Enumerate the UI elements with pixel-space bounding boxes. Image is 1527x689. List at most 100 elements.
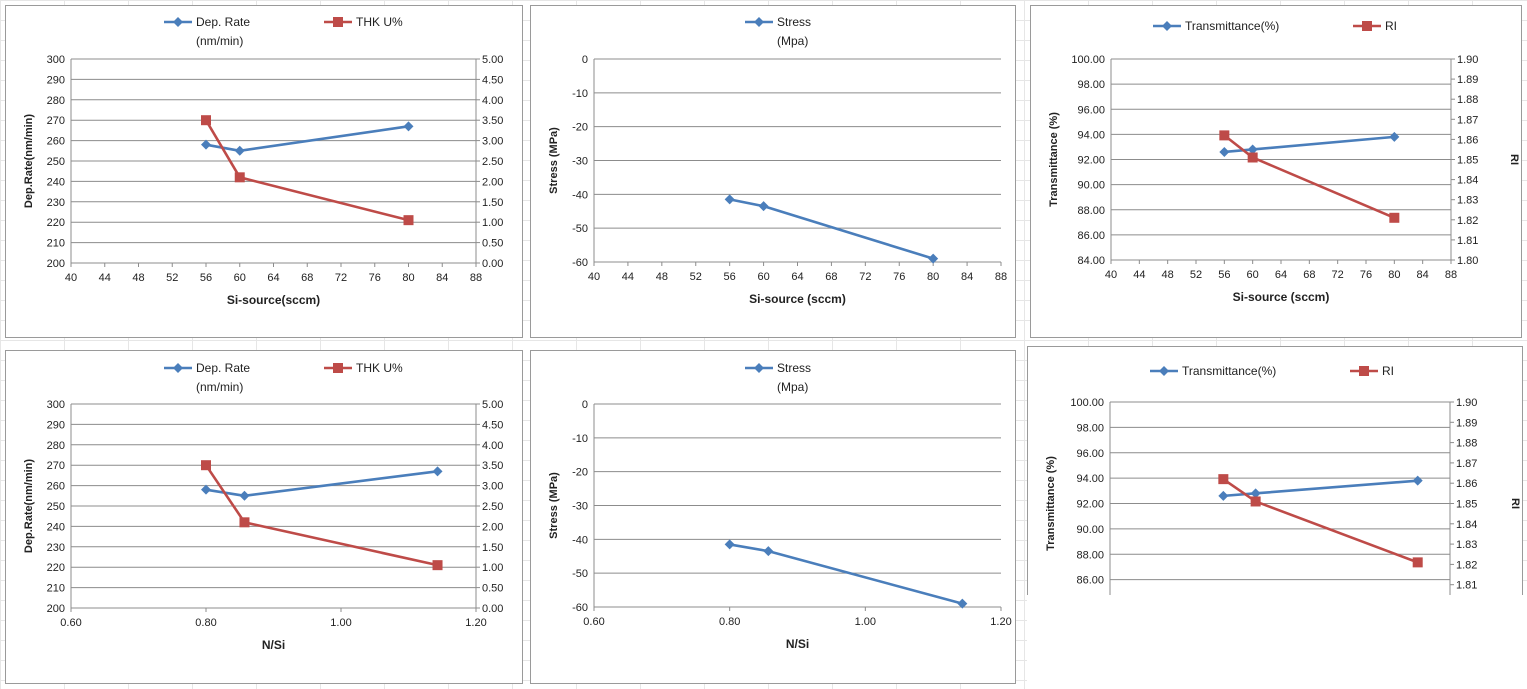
legend-marker xyxy=(1159,366,1169,376)
legend-label: Transmittance(%) xyxy=(1185,19,1279,33)
y-tick-label: 96.00 xyxy=(1076,448,1104,460)
x-tick-label: 0.80 xyxy=(719,616,740,628)
x-tick-label: 40 xyxy=(1105,269,1117,281)
y-tick-label: 230 xyxy=(47,542,65,554)
chart-svg: -60 -50 -40 -30 -20 -10 0 0.60 0.80 1.00 1.20 N/Si S… xyxy=(548,361,1012,651)
x-tick-label: 44 xyxy=(1133,269,1145,281)
data-point xyxy=(957,598,968,609)
y2-tick-label: 2.00 xyxy=(482,521,503,533)
x-tick-label: 48 xyxy=(1162,269,1174,281)
data-point xyxy=(1219,146,1230,157)
y-tick-label: 280 xyxy=(47,95,65,107)
y-tick-label: 270 xyxy=(47,115,65,127)
y-tick-label: 240 xyxy=(47,521,65,533)
data-point xyxy=(1218,490,1229,501)
data-point xyxy=(1250,488,1261,499)
x-axis-title: Si-source(sccm) xyxy=(227,293,320,307)
x-tick-label: 60 xyxy=(234,272,246,284)
series-line xyxy=(204,119,409,222)
x-tick-label: 52 xyxy=(690,271,702,283)
x-tick-label: 0.60 xyxy=(60,617,81,629)
y-tick-label: -20 xyxy=(572,122,588,134)
y2-tick-label: 1.87 xyxy=(1456,458,1477,470)
y2-tick-label: 0.00 xyxy=(482,258,503,270)
legend-marker xyxy=(333,363,343,373)
data-point xyxy=(234,172,245,183)
legend-unit: (Mpa) xyxy=(777,380,808,394)
y2-tick-label: 1.84 xyxy=(1457,175,1478,187)
data-point xyxy=(1412,475,1423,486)
x-tick-label: 56 xyxy=(1218,269,1230,281)
legend-label: Stress xyxy=(777,361,811,375)
data-point xyxy=(234,145,245,156)
y2-tick-label: 1.82 xyxy=(1457,215,1478,227)
chart-svg: 200 210 220 230 240 250 260 270 280 290 300 40 44 48 5… xyxy=(23,15,503,307)
y-tick-label: 88.00 xyxy=(1077,205,1105,217)
y2-tick-label: 1.81 xyxy=(1457,235,1478,247)
y-axis-title: Stress (MPa) xyxy=(548,472,560,539)
legend-marker xyxy=(173,17,183,27)
y2-tick-label: 2.50 xyxy=(482,501,503,513)
y2-tick-label: 0.50 xyxy=(482,583,503,595)
y2-tick-label: 2.50 xyxy=(482,156,503,168)
y-tick-label: 96.00 xyxy=(1077,104,1105,116)
x-axis-title: Si-source (sccm) xyxy=(749,292,846,306)
legend-unit: (nm/min) xyxy=(196,380,243,394)
x-tick-label: 88 xyxy=(995,271,1007,283)
x-tick-label: 48 xyxy=(132,272,144,284)
chart-panel-deprate-si-source[interactable]: 200 210 220 230 240 250 260 270 280 290 300 40 44 48 5… xyxy=(5,5,523,338)
data-point xyxy=(1250,496,1261,507)
y2-tick-label: 4.50 xyxy=(482,419,503,431)
y-tick-label: 280 xyxy=(47,440,65,452)
data-point xyxy=(763,546,774,557)
x-tick-label: 1.20 xyxy=(990,616,1011,628)
series-line xyxy=(729,543,963,605)
y-tick-label: 240 xyxy=(47,176,65,188)
y-axis-title: Transmittance (%) xyxy=(1048,112,1060,207)
legend-label: THK U% xyxy=(356,361,403,375)
data-point xyxy=(724,539,735,550)
y-tick-label: 98.00 xyxy=(1076,422,1104,434)
x-tick-label: 88 xyxy=(1445,269,1457,281)
y-tick-label: 210 xyxy=(47,583,65,595)
y-tick-label: -10 xyxy=(572,88,588,100)
legend-label: Dep. Rate xyxy=(196,361,250,375)
y-tick-label: 86.00 xyxy=(1076,575,1104,587)
y-tick-label: -60 xyxy=(572,602,588,614)
y-tick-label: 100.00 xyxy=(1070,397,1104,409)
y2-tick-label: 1.88 xyxy=(1456,438,1477,450)
legend-label: Transmittance(%) xyxy=(1182,364,1276,378)
x-tick-label: 84 xyxy=(436,272,448,284)
x-tick-label: 80 xyxy=(1388,269,1400,281)
y-tick-label: -40 xyxy=(572,534,588,546)
y-tick-label: 94.00 xyxy=(1077,129,1105,141)
x-tick-label: 88 xyxy=(470,272,482,284)
y2-tick-label: 1.83 xyxy=(1456,539,1477,551)
y-tick-label: 88.00 xyxy=(1076,549,1104,561)
legend-label: Stress xyxy=(777,15,811,29)
y-tick-label: 230 xyxy=(47,197,65,209)
x-tick-label: 52 xyxy=(1190,269,1202,281)
y-tick-label: 260 xyxy=(47,136,65,148)
x-axis-title: N/Si xyxy=(262,638,285,652)
y-tick-label: 98.00 xyxy=(1077,79,1105,91)
data-point xyxy=(403,121,414,132)
y2-tick-label: 0.00 xyxy=(482,603,503,615)
chart-panel-deprate-nsi[interactable]: 200 210 220 230 240 250 260 270 280 290 300 0.60 0.8… xyxy=(5,350,523,684)
y-tick-label: -40 xyxy=(572,189,588,201)
y2-tick-label: 1.85 xyxy=(1456,499,1477,511)
x-tick-label: 56 xyxy=(724,271,736,283)
y2-tick-label: 1.00 xyxy=(482,562,503,574)
y-tick-label: 300 xyxy=(47,399,65,411)
chart-panel-transmittance-si-source[interactable]: 84.00 86.00 88.00 90.00 92.00 94.00 96.00 98.00… xyxy=(1030,5,1522,338)
x-tick-label: 56 xyxy=(200,272,212,284)
chart-svg: -60 -50 -40 -30 -20 -10 0 40 44 48 52 56 60 64 68 72 76 8… xyxy=(548,15,1007,306)
x-tick-label: 68 xyxy=(301,272,313,284)
chart-panel-stress-si-source[interactable]: -60 -50 -40 -30 -20 -10 0 40 44 48 52 56 60 64 68 72 76 8… xyxy=(530,5,1016,338)
y2-tick-label: 1.50 xyxy=(482,197,503,209)
y-tick-label: 0 xyxy=(582,54,588,66)
x-tick-label: 64 xyxy=(267,272,279,284)
y2-tick-label: 1.89 xyxy=(1456,417,1477,429)
chart-panel-stress-nsi[interactable]: -60 -50 -40 -30 -20 -10 0 0.60 0.80 1.00 1.20 N/Si S… xyxy=(530,350,1016,684)
data-point xyxy=(928,253,939,264)
